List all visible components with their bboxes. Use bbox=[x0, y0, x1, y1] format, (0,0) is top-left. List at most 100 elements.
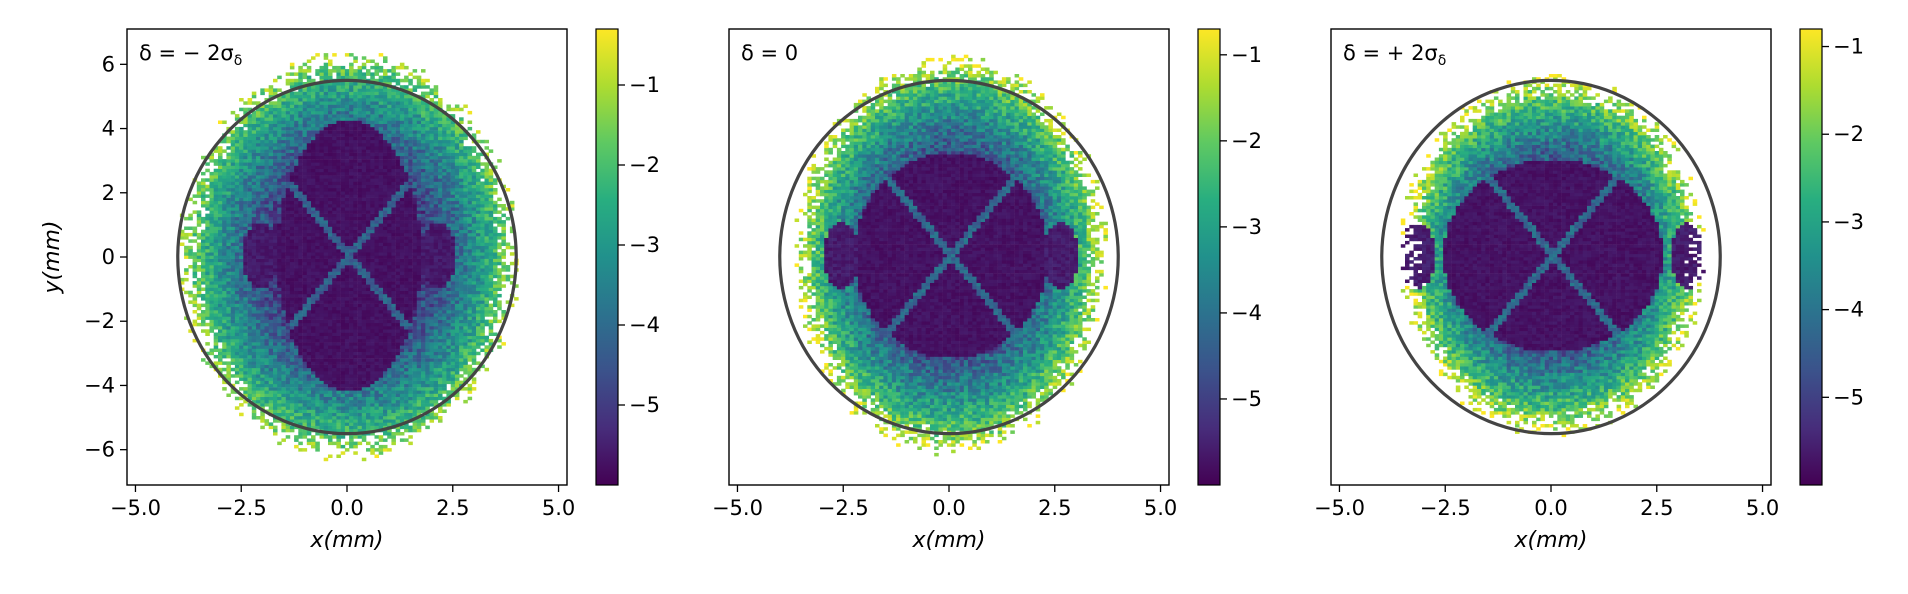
heatmap-cell bbox=[243, 191, 248, 195]
heatmap-cell bbox=[315, 136, 320, 141]
heatmap-cell bbox=[370, 220, 375, 224]
heatmap-cell bbox=[281, 335, 286, 340]
heatmap-cell bbox=[332, 133, 337, 137]
heatmap-cell bbox=[294, 332, 299, 337]
heatmap-cell bbox=[353, 191, 358, 195]
heatmap-cell bbox=[332, 194, 337, 198]
heatmap-cell bbox=[370, 393, 375, 398]
heatmap-cell bbox=[323, 232, 329, 237]
heatmap-cell bbox=[323, 245, 329, 250]
heatmap-cell bbox=[234, 204, 240, 208]
heatmap-cell bbox=[298, 310, 303, 314]
heatmap-cell bbox=[222, 277, 227, 282]
heatmap-cell bbox=[256, 162, 261, 166]
heatmap-cell bbox=[239, 130, 244, 134]
heatmap-cell bbox=[344, 94, 350, 99]
heatmap-cell bbox=[383, 419, 388, 423]
heatmap-cell bbox=[234, 117, 240, 121]
heatmap-cell bbox=[315, 306, 320, 311]
heatmap-cell bbox=[260, 197, 265, 202]
heatmap-cell bbox=[230, 306, 236, 311]
heatmap-cell bbox=[378, 139, 384, 144]
heatmap-cell bbox=[370, 204, 375, 208]
heatmap-cell bbox=[328, 239, 333, 243]
heatmap-cell bbox=[370, 332, 375, 337]
heatmap-cell bbox=[239, 181, 244, 186]
heatmap-cell bbox=[226, 213, 231, 218]
heatmap-cell bbox=[395, 358, 401, 362]
heatmap-cell bbox=[311, 348, 316, 353]
heatmap-cell bbox=[277, 361, 282, 365]
heatmap-cell bbox=[251, 210, 257, 214]
heatmap-cell bbox=[277, 377, 282, 381]
heatmap-cell bbox=[306, 168, 312, 173]
heatmap-cell bbox=[399, 226, 405, 231]
heatmap-cell bbox=[273, 306, 278, 311]
heatmap-cell bbox=[328, 326, 333, 330]
heatmap-cell bbox=[387, 69, 392, 73]
heatmap-cell bbox=[328, 82, 333, 86]
heatmap-cell bbox=[268, 303, 274, 308]
heatmap-cell bbox=[344, 204, 350, 208]
heatmap-cell bbox=[243, 287, 248, 292]
heatmap-cell bbox=[395, 232, 401, 237]
heatmap-cell bbox=[260, 120, 265, 125]
heatmap-cell bbox=[383, 329, 388, 333]
heatmap-cell bbox=[201, 249, 206, 253]
heatmap-cell bbox=[256, 123, 261, 128]
heatmap-cell bbox=[264, 181, 270, 186]
heatmap-cell bbox=[285, 387, 291, 391]
heatmap-cell bbox=[328, 338, 333, 343]
heatmap-cell bbox=[298, 393, 303, 398]
heatmap-cell bbox=[399, 216, 405, 221]
heatmap-cell bbox=[302, 200, 308, 205]
heatmap-cell bbox=[399, 290, 405, 295]
heatmap-cell bbox=[395, 364, 401, 369]
heatmap-cell bbox=[328, 200, 333, 205]
heatmap-cell bbox=[196, 293, 202, 298]
heatmap-cell bbox=[218, 274, 223, 279]
heatmap-cell bbox=[285, 390, 291, 394]
heatmap-cell bbox=[289, 274, 295, 279]
heatmap-cell bbox=[298, 114, 303, 118]
heatmap-cell bbox=[234, 213, 240, 218]
heatmap-cell bbox=[378, 409, 384, 414]
heatmap-cell bbox=[251, 284, 257, 288]
heatmap-cell bbox=[281, 374, 286, 378]
heatmap-cell bbox=[247, 354, 253, 359]
heatmap-cell bbox=[370, 78, 375, 83]
heatmap-cell bbox=[357, 396, 363, 401]
heatmap-cell bbox=[332, 351, 337, 356]
heatmap-cell bbox=[315, 416, 320, 420]
heatmap-cell bbox=[336, 239, 341, 243]
heatmap-cell bbox=[268, 162, 274, 166]
heatmap-cell bbox=[391, 162, 396, 166]
heatmap-cell bbox=[391, 133, 396, 137]
heatmap-cell bbox=[226, 364, 231, 369]
heatmap-cell bbox=[344, 101, 350, 105]
heatmap-cell bbox=[285, 226, 291, 231]
heatmap-cell bbox=[230, 335, 236, 340]
heatmap-cell bbox=[213, 265, 219, 269]
heatmap-cell bbox=[264, 213, 270, 218]
heatmap-cell bbox=[395, 168, 401, 173]
heatmap-cell bbox=[336, 454, 341, 459]
heatmap-cell bbox=[285, 342, 291, 346]
heatmap-cell bbox=[323, 126, 329, 131]
heatmap-cell bbox=[387, 306, 392, 311]
heatmap-cell bbox=[328, 290, 333, 295]
heatmap-cell bbox=[264, 284, 270, 288]
heatmap-cell bbox=[383, 383, 388, 388]
heatmap-cell bbox=[370, 184, 375, 189]
heatmap-cell bbox=[361, 274, 367, 279]
heatmap-cell bbox=[281, 165, 286, 170]
heatmap-cell bbox=[370, 188, 375, 192]
heatmap-cell bbox=[281, 197, 286, 202]
heatmap-cell bbox=[277, 162, 282, 166]
heatmap-cell bbox=[247, 165, 253, 170]
heatmap-cell bbox=[340, 88, 346, 92]
heatmap-cell bbox=[370, 277, 375, 282]
heatmap-cell bbox=[340, 371, 346, 375]
heatmap-cell bbox=[192, 229, 198, 234]
